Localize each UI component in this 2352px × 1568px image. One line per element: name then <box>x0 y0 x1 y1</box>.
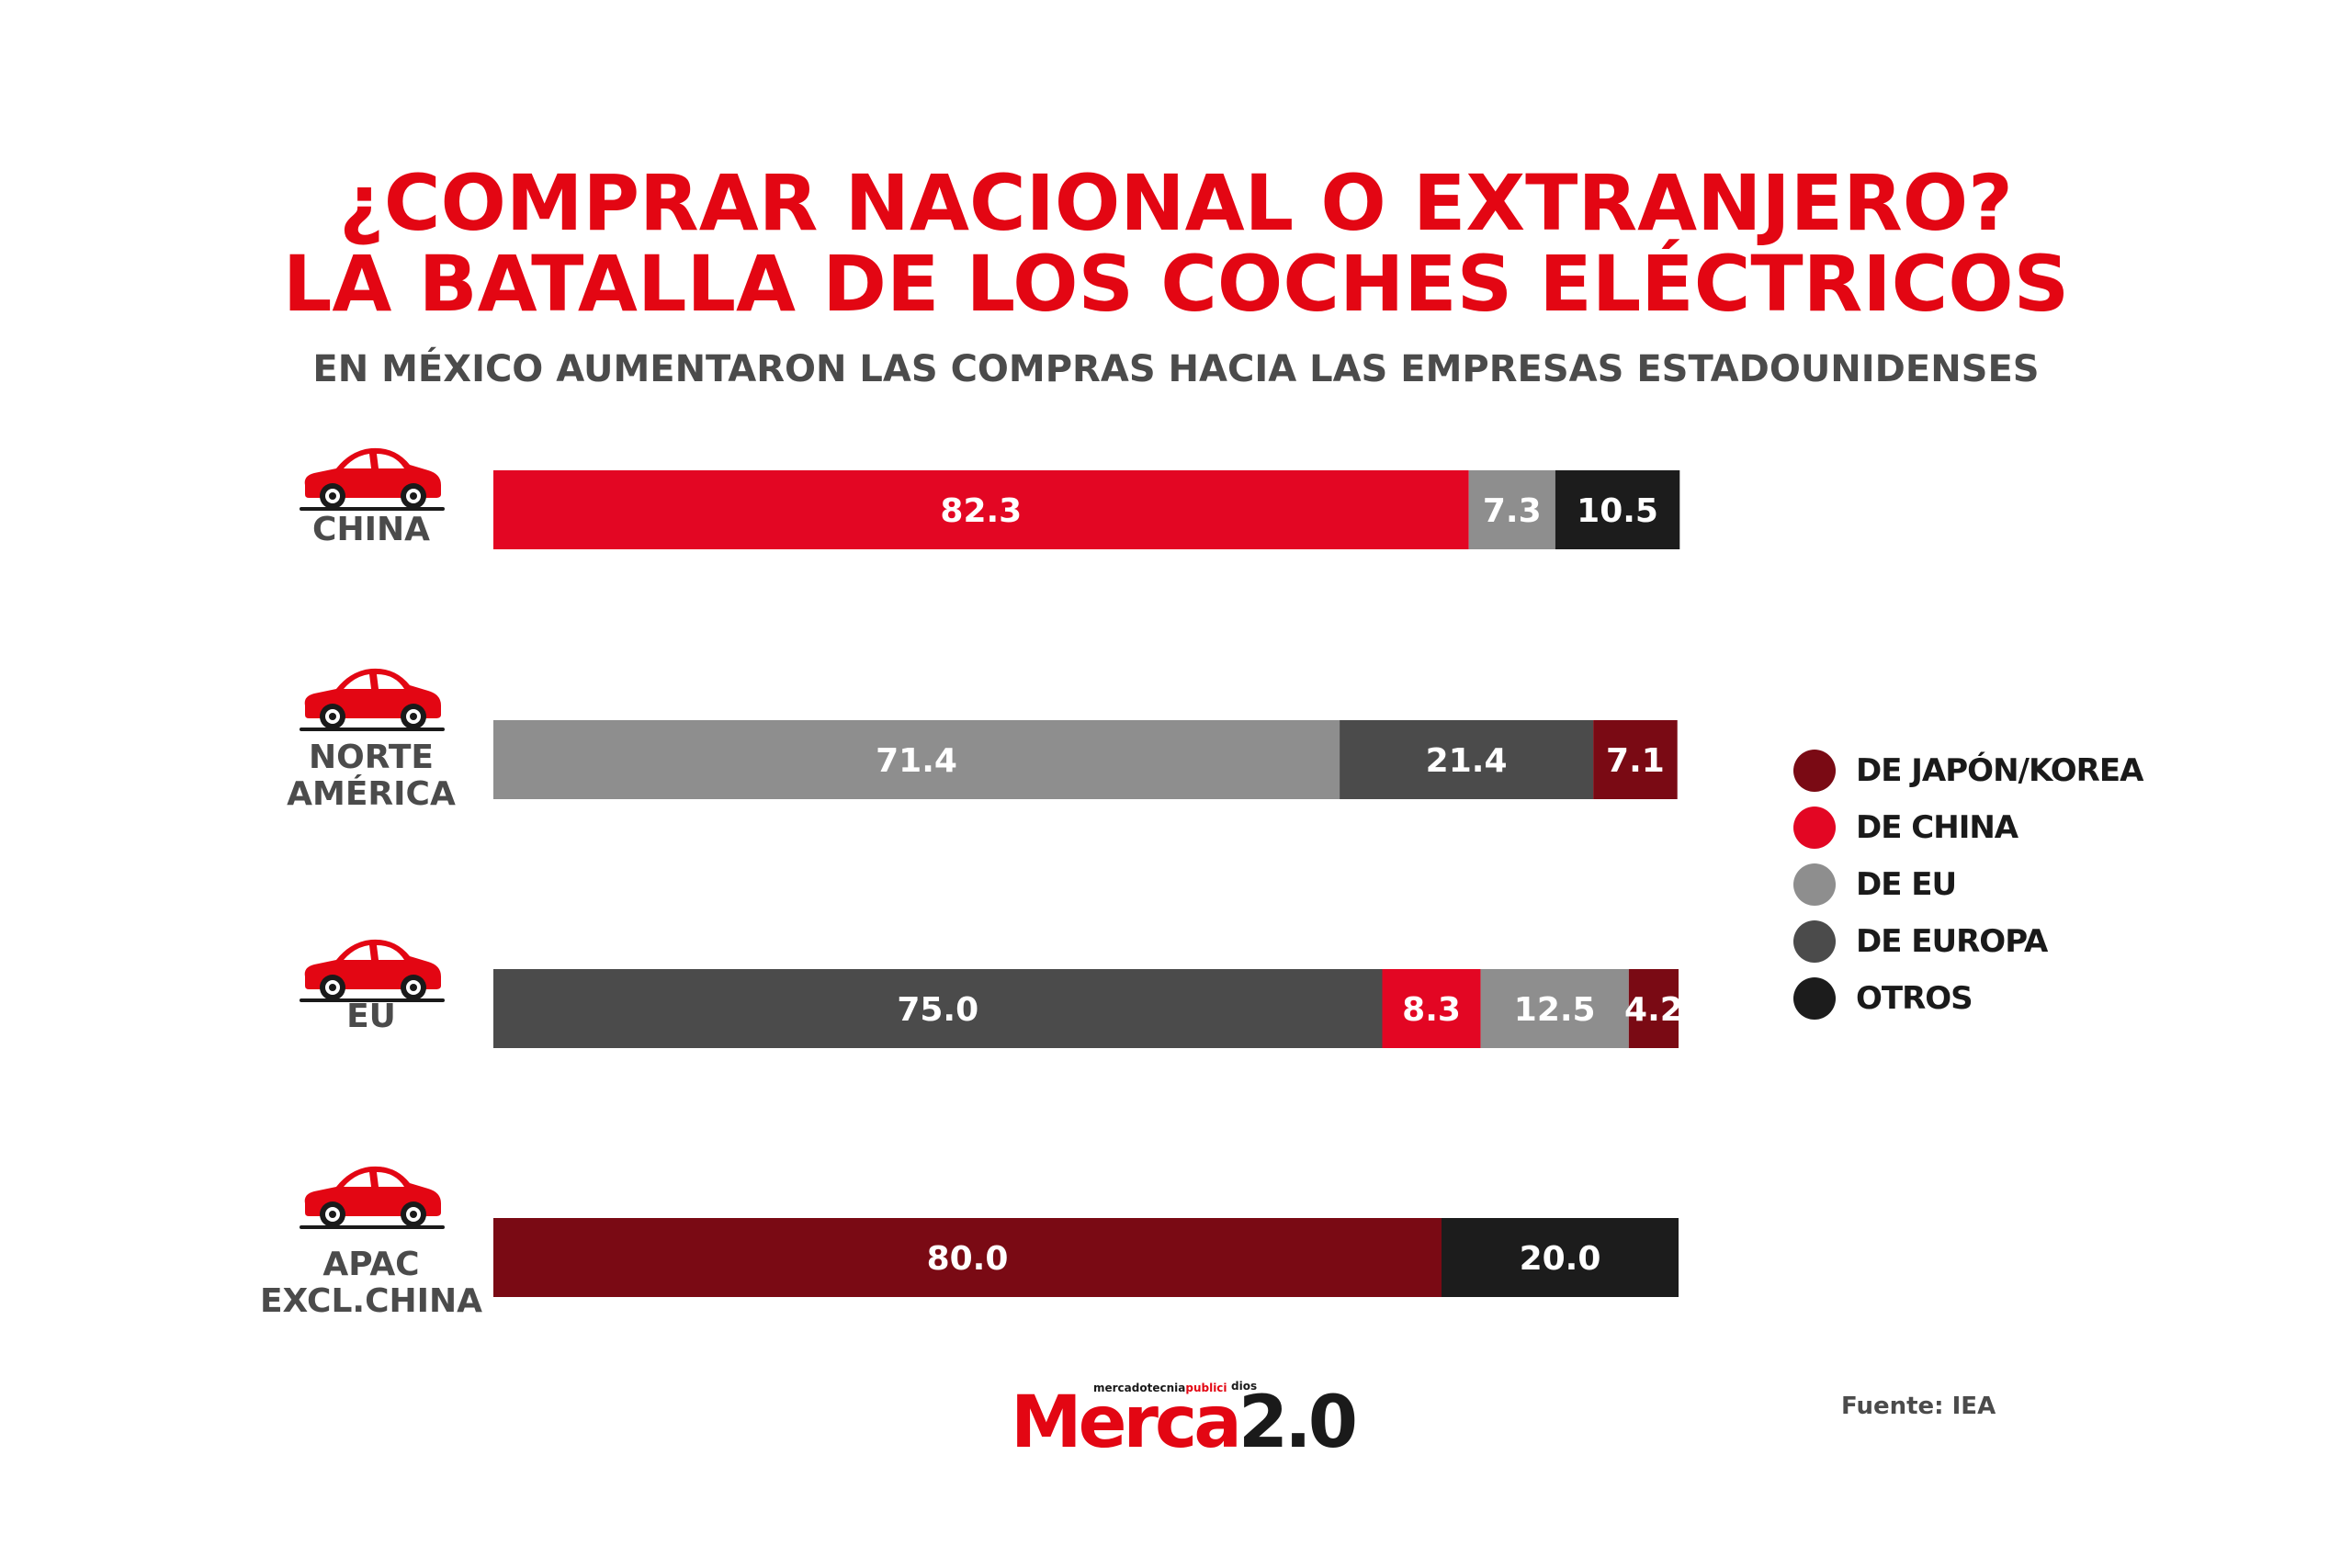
bar-segment <box>493 470 1469 549</box>
bar-segment <box>493 1218 1442 1297</box>
category-label: CHINA <box>312 511 430 548</box>
category-label: EXCL.CHINA <box>260 1282 482 1320</box>
legend-swatch <box>1793 920 1836 963</box>
legend-label: OTROS <box>1856 980 1973 1017</box>
car-icon <box>300 939 445 1002</box>
legend-label: DE EU <box>1856 866 1957 903</box>
car-icon <box>300 668 445 731</box>
data-label: 7.1 <box>1606 742 1665 780</box>
logo-merca: Merca <box>1011 1382 1242 1464</box>
merca-logo: mercadotecniapublici dios Merca2.0 <box>1011 1367 1396 1459</box>
bar-segment <box>493 969 1383 1048</box>
data-label: 10.5 <box>1577 492 1658 530</box>
bar-segment <box>1593 720 1678 799</box>
title-line-2: LA BATALLA DE LOS COCHES ELÉCTRICOS <box>282 239 2070 329</box>
data-label: 8.3 <box>1402 991 1461 1029</box>
logo-tagline: mercadotecniapublici <box>1093 1382 1227 1394</box>
bar-segment <box>1555 470 1680 549</box>
logo-wordmark: Merca2.0 <box>1011 1387 1358 1459</box>
bar-segment <box>1480 969 1629 1048</box>
category-label: AMÉRICA <box>287 774 456 813</box>
legend-item: DE EUROPA <box>1793 913 2143 970</box>
legend-swatch <box>1793 977 1836 1020</box>
legend-item: DE JAPÓN/KOREA <box>1793 742 2143 799</box>
category-label: EU <box>346 998 396 1035</box>
logo-version: 2.0 <box>1238 1382 1358 1464</box>
data-label: 71.4 <box>876 742 957 780</box>
legend-swatch <box>1793 863 1836 906</box>
bar-segment <box>1442 1218 1679 1297</box>
data-label: 20.0 <box>1520 1240 1601 1278</box>
legend-label: DE JAPÓN/KOREA <box>1856 752 2143 789</box>
data-label: 82.3 <box>940 492 1022 530</box>
car-icon <box>300 1166 445 1229</box>
legend-item: DE EU <box>1793 856 2143 913</box>
bar-segment <box>1340 720 1594 799</box>
legend-item: OTROS <box>1793 970 2143 1027</box>
legend-item: DE CHINA <box>1793 799 2143 856</box>
legend: DE JAPÓN/KOREA DE CHINA DE EU DE EUROPA OTRO… <box>1793 742 2143 1027</box>
bar-segment <box>1628 969 1679 1048</box>
category-label: APAC <box>322 1246 419 1283</box>
legend-label: DE EUROPA <box>1856 923 2048 960</box>
legend-label: DE CHINA <box>1856 809 2018 846</box>
data-label: 7.3 <box>1483 492 1542 530</box>
data-label: 21.4 <box>1426 742 1508 780</box>
title-line-1: ¿COMPRAR NACIONAL O EXTRANJERO? <box>339 158 2013 248</box>
logo-tagline-right: dios <box>1231 1380 1258 1393</box>
bar-segment <box>493 720 1340 799</box>
subtitle: EN MÉXICO AUMENTARON LAS COMPRAS HACIA L… <box>312 348 2040 390</box>
data-label: 75.0 <box>897 991 978 1029</box>
source-note: Fuente: IEA <box>1841 1393 1996 1420</box>
data-label: 80.0 <box>927 1240 1009 1278</box>
data-label: 4.2 <box>1624 991 1683 1029</box>
category-label: NORTE <box>309 739 434 776</box>
bar-segment <box>1382 969 1481 1048</box>
logo-tagline-red: publici <box>1185 1382 1227 1394</box>
legend-swatch <box>1793 807 1836 849</box>
logo-tagline-dark: mercadotecnia <box>1093 1382 1186 1394</box>
bar-segment <box>1468 470 1555 549</box>
data-label: 12.5 <box>1514 991 1596 1029</box>
car-icon <box>300 447 445 511</box>
legend-swatch <box>1793 750 1836 792</box>
